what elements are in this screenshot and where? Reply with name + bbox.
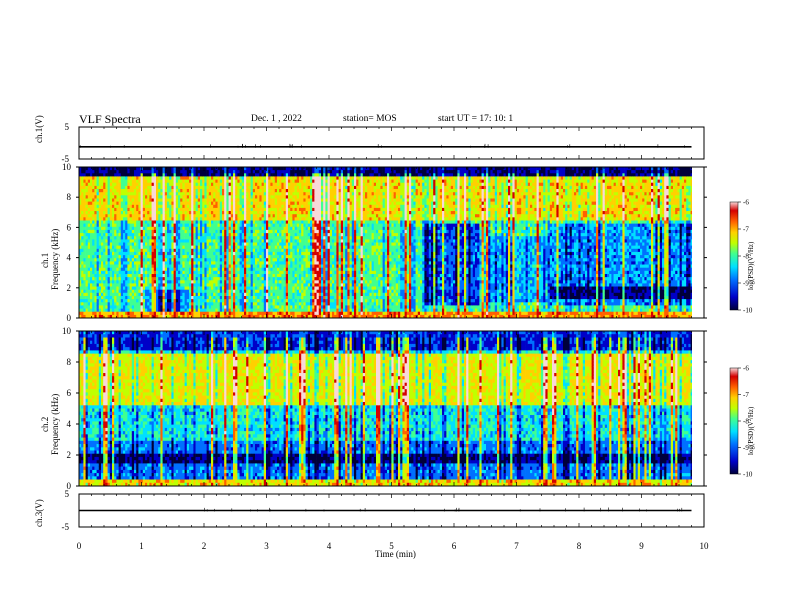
ch1-voltage-ytick-label: 5 [65, 122, 70, 132]
ch1-freq-ytick-label: 6 [67, 222, 72, 232]
x-tick-label: 8 [577, 541, 582, 551]
ch2-freq-ytick-label: 6 [67, 388, 72, 398]
ch1-freq-ytick-label: 8 [67, 192, 72, 202]
x-tick-label: 9 [639, 541, 644, 551]
ch1-colorbar-tick-label: -10 [743, 307, 753, 315]
ch2-freq-ytick-label: 8 [67, 357, 72, 367]
ch3-voltage-ytick-label: 5 [65, 489, 70, 499]
date-label: Dec. 1 , 2022 [251, 114, 302, 124]
ch1-channel-ylabel: ch.1 [40, 253, 50, 268]
ch2-colorbar-tick-label: -9 [743, 444, 749, 452]
ch1-colorbar-tick-label: -6 [743, 199, 749, 207]
ch2-freq-ytick-label: 2 [67, 450, 72, 460]
ch1-freq-ytick-label: 2 [67, 283, 72, 293]
x-tick-label: 4 [327, 541, 332, 551]
ch2-colorbar-tick-label: -10 [743, 471, 753, 479]
x-tick-label: 0 [77, 541, 82, 551]
x-tick-label: 3 [264, 541, 269, 551]
station-label: station= MOS [343, 114, 397, 124]
ch3-voltage-ylabel: ch.3(V) [34, 499, 44, 527]
ch1-voltage-ylabel: ch.1(V) [34, 115, 44, 143]
ch2-freq-ytick-label: 10 [62, 326, 72, 336]
x-tick-label: 1 [139, 541, 144, 551]
colorbar2-label: log(PSD)(V²/Hz) [747, 407, 755, 455]
x-tick-label: 6 [452, 541, 457, 551]
ch3-voltage-ytick-label: -5 [62, 522, 70, 532]
ch2-colorbar [729, 367, 739, 475]
ch2-freq-ytick-label: 4 [67, 419, 72, 429]
ch1-freq-ytick-label: 4 [67, 253, 72, 263]
ch1-freq-ytick-label: 10 [62, 162, 72, 172]
ch1-spectrogram [79, 167, 692, 318]
x-tick-label: 10 [700, 541, 710, 551]
ch1-colorbar-tick-label: -8 [743, 253, 749, 261]
ch2-channel-ylabel: ch.2 [40, 417, 50, 432]
ch1-freq-ytick-label: 0 [67, 313, 72, 323]
start-ut-label: start UT = 17: 10: 1 [438, 114, 513, 124]
ch1-voltage-ytick-label: -5 [62, 154, 70, 164]
ch1-colorbar-tick-label: -9 [743, 280, 749, 288]
x-tick-label: 2 [202, 541, 207, 551]
ch2-colorbar-tick-label: -6 [743, 365, 749, 373]
ch2-frequency-ylabel: Frequency (kHz) [50, 394, 60, 455]
ch1-frequency-ylabel: Frequency (kHz) [50, 229, 60, 290]
x-axis-label: Time (min) [375, 549, 416, 559]
x-tick-label: 7 [514, 541, 519, 551]
colorbar1-label: log(PSD)(V²/Hz) [747, 242, 755, 290]
x-tick-label: 5 [389, 541, 394, 551]
ch1-voltage-frame [78, 126, 705, 160]
ch1-colorbar [729, 201, 739, 311]
figure-title: VLF Spectra [79, 112, 141, 127]
ch2-freq-ytick-label: 0 [67, 481, 72, 491]
ch2-spectrogram [79, 331, 692, 486]
ch2-colorbar-tick-label: -7 [743, 391, 749, 399]
ch1-colorbar-tick-label: -7 [743, 226, 749, 234]
ch2-colorbar-tick-label: -8 [743, 418, 749, 426]
